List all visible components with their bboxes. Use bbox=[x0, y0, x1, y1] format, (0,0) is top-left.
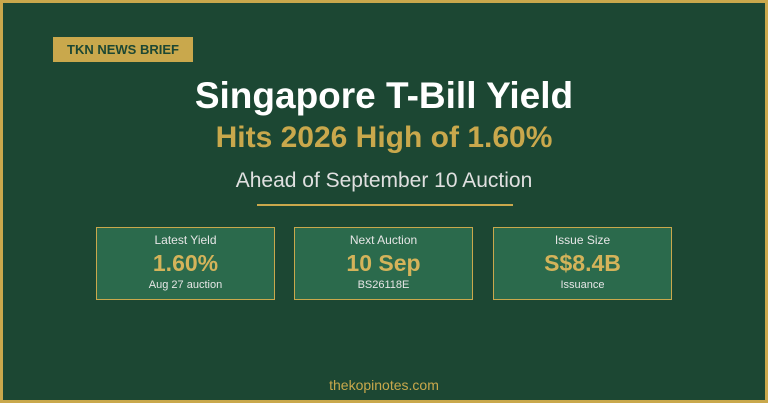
stat-box: Latest Yield 1.60% Aug 27 auction bbox=[96, 227, 275, 300]
stat-value: 10 Sep bbox=[346, 250, 421, 276]
stat-note: BS26118E bbox=[357, 279, 410, 291]
stat-note: Aug 27 auction bbox=[148, 279, 223, 291]
stat-value: S$8.4B bbox=[544, 250, 621, 276]
stat-value: 1.60% bbox=[152, 250, 219, 276]
stat-label: Next Auction bbox=[349, 233, 418, 247]
tagline: Ahead of September 10 Auction bbox=[235, 169, 533, 192]
stat-note: Issuance bbox=[560, 279, 605, 291]
stat-box: Issue Size S$8.4B Issuance bbox=[493, 227, 672, 300]
stat-label: Issue Size bbox=[554, 233, 611, 247]
divider bbox=[257, 204, 513, 206]
badge: TKN NEWS BRIEF bbox=[53, 37, 193, 62]
subtitle: Hits 2026 High of 1.60% bbox=[215, 121, 553, 154]
footer: thekopinotes.com bbox=[329, 377, 439, 393]
stat-label: Latest Yield bbox=[154, 233, 217, 247]
stat-box: Next Auction 10 Sep BS26118E bbox=[294, 227, 473, 300]
title: Singapore T-Bill Yield bbox=[194, 75, 574, 116]
